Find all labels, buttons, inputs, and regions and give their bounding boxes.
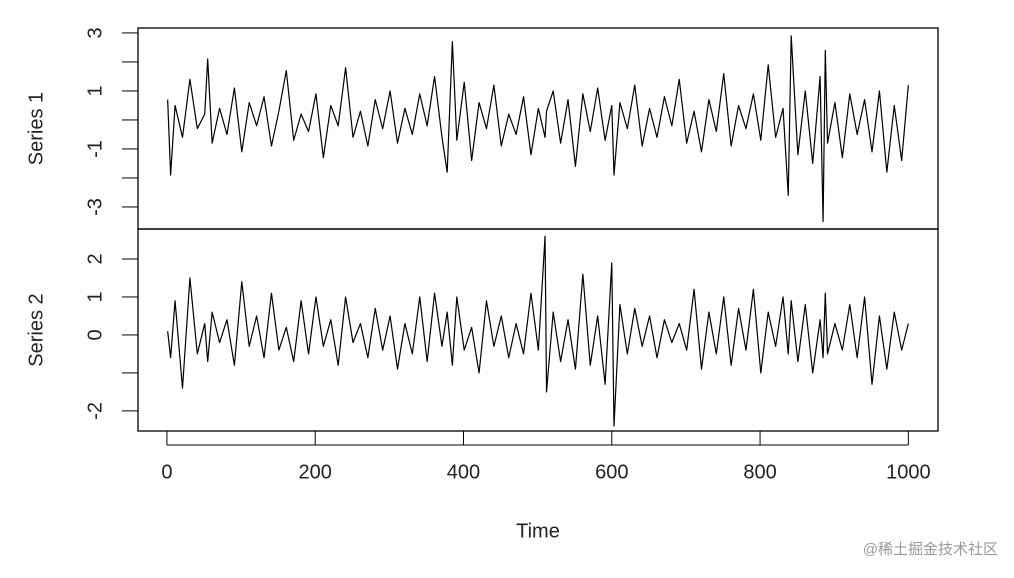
y-axis-label: Series 2 (25, 293, 47, 366)
x-tick-label: 800 (743, 461, 776, 483)
y-axis-label: Series 1 (25, 92, 47, 165)
x-axis-label: Time (516, 520, 560, 542)
x-tick-label: 600 (595, 461, 628, 483)
watermark: @稀土掘金技术社区 (863, 541, 998, 558)
x-tick-label: 200 (299, 461, 332, 483)
series-line (167, 235, 909, 427)
panel-frame (137, 228, 939, 432)
y-tick-label: -1 (84, 140, 106, 158)
y-tick-label: 1 (84, 85, 106, 96)
x-tick-label: 1000 (886, 461, 931, 483)
y-tick-label: 1 (84, 291, 106, 302)
x-tick-label: 400 (447, 461, 480, 483)
panel-frame (137, 27, 939, 230)
series-line (167, 35, 909, 223)
y-tick-label: -2 (84, 402, 106, 420)
x-tick-label: 0 (161, 461, 172, 483)
y-tick-label: -3 (84, 198, 106, 216)
y-tick-label: 2 (84, 253, 106, 264)
y-tick-label: 3 (84, 27, 106, 38)
y-tick-label: 0 (84, 329, 106, 340)
